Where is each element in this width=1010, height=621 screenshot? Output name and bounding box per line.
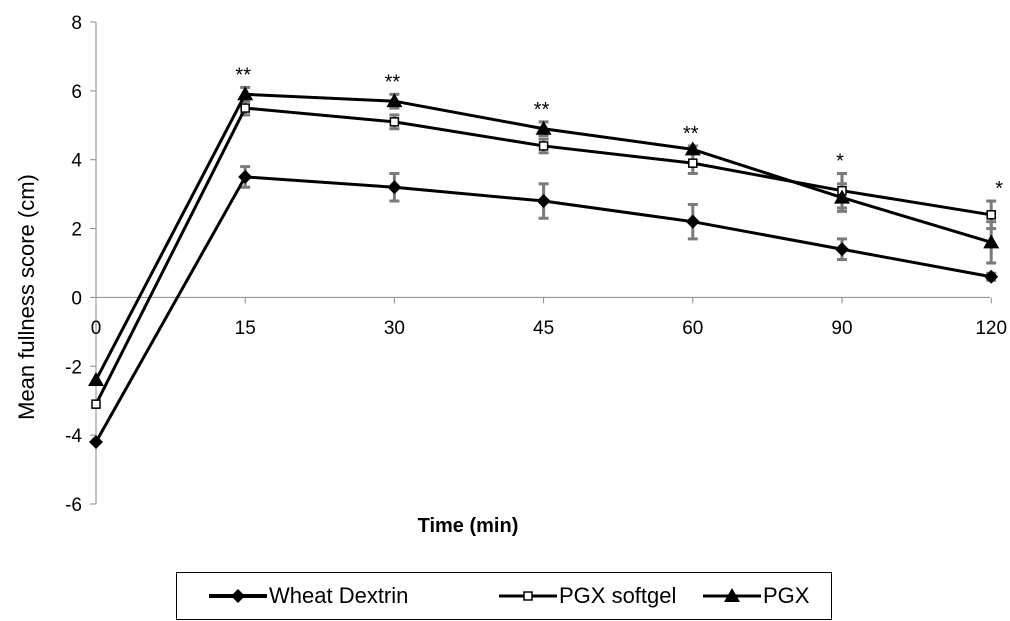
- open-square-marker: [389, 117, 400, 127]
- diamond-marker: [536, 194, 551, 209]
- x-tick-label: 0: [91, 318, 102, 339]
- x-tick-label: 60: [682, 318, 703, 339]
- significance-marker: **: [385, 71, 401, 93]
- open-square-marker: [986, 210, 996, 220]
- legend: Wheat Dextrin PGX softgel PGX: [176, 572, 832, 620]
- diamond-marker: [387, 180, 402, 195]
- significance-marker: **: [683, 123, 699, 145]
- y-tick-label: -6: [65, 495, 82, 516]
- y-tick-label: 8: [71, 13, 82, 34]
- legend-item-pgx: PGX: [703, 573, 809, 619]
- open-square-marker: [91, 399, 101, 409]
- significance-marker: *: [836, 150, 844, 172]
- diamond-marker: [835, 242, 849, 257]
- legend-label: PGX softgel: [559, 583, 677, 608]
- open-square-marker: [538, 141, 549, 151]
- significance-marker: *: [995, 178, 1003, 200]
- significance-marker: **: [534, 99, 550, 121]
- legend-item-pgx-softgel: PGX softgel: [499, 573, 676, 619]
- open-square-marker: [688, 158, 698, 168]
- legend-item-wheat-dextrin: Wheat Dextrin: [209, 573, 408, 619]
- significance-marker: **: [235, 64, 251, 86]
- x-tick-label: 30: [384, 318, 405, 339]
- significance-annotations: ** ********: [235, 64, 1003, 200]
- y-tick-label: 0: [71, 288, 82, 309]
- series-markers: [88, 86, 1000, 450]
- x-axis-title: Time (min): [418, 515, 519, 537]
- diamond-marker: [89, 435, 103, 450]
- triangle-marker: [535, 120, 552, 135]
- triangle-marker-icon: [703, 588, 761, 602]
- diamond-marker: [685, 214, 700, 229]
- y-tick-label: -2: [65, 357, 82, 378]
- y-tick-label: 4: [71, 151, 82, 172]
- open-square-marker: [240, 103, 250, 113]
- legend-label: PGX: [763, 583, 810, 608]
- x-tick-label: 45: [533, 318, 554, 339]
- triangle-marker: [386, 93, 403, 108]
- diamond-marker: [238, 169, 253, 184]
- triangle-marker: [88, 372, 104, 387]
- open-square-marker-icon: [499, 591, 557, 601]
- legend-label: Wheat Dextrin: [269, 583, 409, 608]
- x-tick-label: 120: [975, 318, 1007, 339]
- y-tick-label: 2: [71, 220, 82, 241]
- y-tick-label: -4: [65, 426, 82, 447]
- triangle-marker: [983, 234, 1000, 249]
- axes: 8 6 4 2 0 -2 -4 -6 0 15 30 45 60 90 120: [65, 13, 1007, 516]
- triangle-marker: [237, 86, 254, 101]
- x-tick-label: 90: [831, 318, 852, 339]
- diamond-marker-icon: [209, 589, 267, 603]
- y-axis-title: Mean fullness score (cm): [14, 174, 39, 420]
- triangle-marker: [834, 189, 850, 204]
- x-tick-label: 15: [235, 318, 256, 339]
- triangle-marker: [684, 141, 701, 156]
- diamond-marker: [984, 269, 999, 284]
- y-tick-label: 6: [71, 82, 82, 103]
